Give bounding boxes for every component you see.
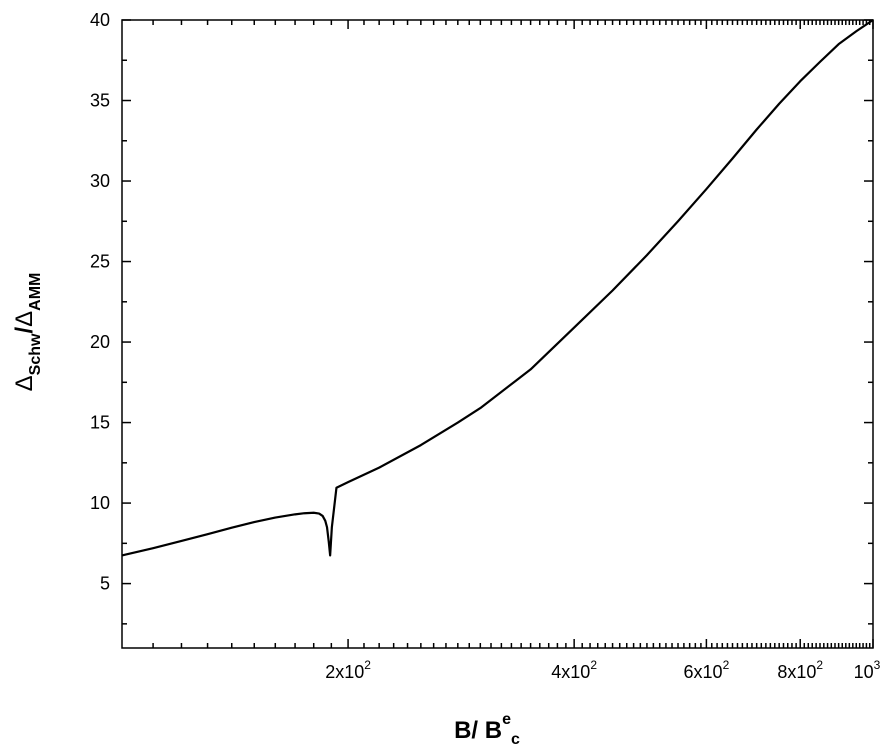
y-axis-title: ΔSchw/ΔAMM xyxy=(11,273,44,392)
x-tick-label: 2x102 xyxy=(325,658,371,682)
y-axis-title-sub2: AMM xyxy=(27,273,44,311)
y-tick-label: 5 xyxy=(100,574,110,594)
y-tick-label: 20 xyxy=(90,332,110,352)
y-axis-title-separator: / xyxy=(11,327,38,334)
y-tick-label: 30 xyxy=(90,171,110,191)
x-axis-title-sup: e xyxy=(502,711,511,728)
y-tick-label: 15 xyxy=(90,413,110,433)
x-tick-label: 6x102 xyxy=(684,658,730,682)
series-line xyxy=(121,19,874,557)
x-axis-title-sub: c xyxy=(511,731,520,746)
x-tick-label: 8x102 xyxy=(777,658,823,682)
tick-marks xyxy=(122,19,874,648)
y-axis-title-sub1: Schw xyxy=(27,333,44,375)
y-tick-label: 40 xyxy=(90,10,110,30)
y-axis-title-symbol2: Δ xyxy=(11,311,38,327)
tick-labels: 5 10 15 20 25 30 35 40 2x102 4x102 6x102 8x102 103 xyxy=(90,10,881,682)
y-tick-label: 35 xyxy=(90,91,110,111)
x-axis-title-main: B/ B xyxy=(454,717,502,744)
x-axis-title: B/ Bec xyxy=(454,711,520,746)
y-tick-label: 10 xyxy=(90,493,110,513)
x-tick-label: 4x102 xyxy=(551,658,597,682)
y-tick-label: 25 xyxy=(90,252,110,272)
plot-frame xyxy=(121,19,874,649)
y-axis-title-symbol1: Δ xyxy=(11,375,38,391)
x-tick-label: 103 xyxy=(854,658,881,682)
